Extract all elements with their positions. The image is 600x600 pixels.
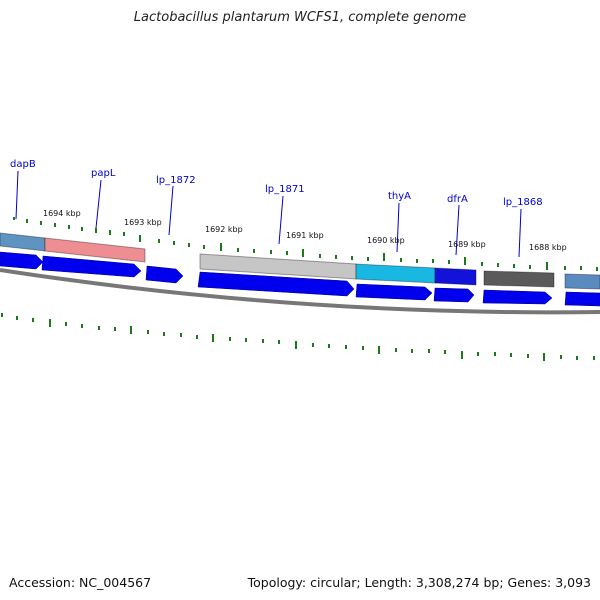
gene-bar-thyA[interactable] bbox=[355, 263, 436, 284]
cds-arrow-row bbox=[0, 251, 600, 307]
gene-label-thyA[interactable]: thyA bbox=[388, 191, 411, 202]
leader-line-papL bbox=[95, 179, 102, 229]
cds-arrow[interactable] bbox=[355, 283, 433, 301]
gene-label-papL[interactable]: papL bbox=[91, 168, 116, 179]
gene-label-dapB[interactable]: dapB bbox=[10, 159, 36, 170]
cds-arrow[interactable] bbox=[41, 255, 142, 278]
scale-label: 1690 kbp bbox=[367, 236, 405, 245]
gene-label-lp_1871[interactable]: lp_1871 bbox=[265, 184, 305, 195]
cds-arrow[interactable] bbox=[145, 265, 184, 284]
leader-line-thyA bbox=[396, 202, 400, 253]
cds-arrow[interactable] bbox=[433, 287, 475, 303]
scale-label: 1693 kbp bbox=[124, 218, 162, 227]
cds-arrow[interactable] bbox=[197, 271, 355, 297]
leader-line-lp_1872 bbox=[168, 185, 174, 236]
gene-label-dfrA[interactable]: dfrA bbox=[447, 194, 468, 205]
genome-backbone bbox=[0, 268, 600, 315]
scale-labels: 1694 kbp 1693 kbp 1692 kbp 1691 kbp 1690… bbox=[43, 209, 567, 252]
gene-leader-lines bbox=[15, 170, 522, 258]
accession-text: Accession: NC_004567 bbox=[9, 575, 152, 590]
gene-bar-papL[interactable] bbox=[44, 237, 146, 263]
gene-bar-dfrA[interactable] bbox=[434, 267, 477, 286]
scale-label: 1689 kbp bbox=[448, 240, 486, 249]
cds-arrow[interactable] bbox=[0, 251, 44, 270]
scale-label: 1688 kbp bbox=[529, 243, 567, 252]
gene-bar-right-edge[interactable] bbox=[564, 273, 600, 290]
cds-arrow[interactable] bbox=[482, 289, 553, 305]
feature-bars bbox=[0, 232, 600, 290]
genome-summary-text: Topology: circular; Length: 3,308,274 bp… bbox=[247, 575, 591, 590]
inner-tick-marks bbox=[1, 313, 595, 361]
map-title: Lactobacillus plantarum WCFS1, complete … bbox=[133, 10, 467, 25]
scale-label: 1694 kbp bbox=[43, 209, 81, 218]
cds-arrow[interactable] bbox=[564, 291, 600, 307]
gene-bar-lp_1868[interactable] bbox=[483, 270, 555, 288]
leader-line-dapB bbox=[15, 170, 19, 220]
scale-label: 1692 kbp bbox=[205, 225, 243, 234]
outer-tick-marks bbox=[13, 217, 598, 271]
gene-label-lp_1868[interactable]: lp_1868 bbox=[503, 197, 543, 208]
leader-line-lp_1868 bbox=[518, 208, 522, 258]
leader-line-dfrA bbox=[455, 204, 460, 256]
scale-label: 1691 kbp bbox=[286, 231, 324, 240]
gene-bar-dapB[interactable] bbox=[0, 232, 46, 252]
gene-labels: dapB papL lp_1872 lp_1871 thyA dfrA lp_1… bbox=[10, 159, 543, 208]
leader-line-lp_1871 bbox=[278, 195, 284, 245]
gene-label-lp_1872[interactable]: lp_1872 bbox=[156, 175, 196, 186]
